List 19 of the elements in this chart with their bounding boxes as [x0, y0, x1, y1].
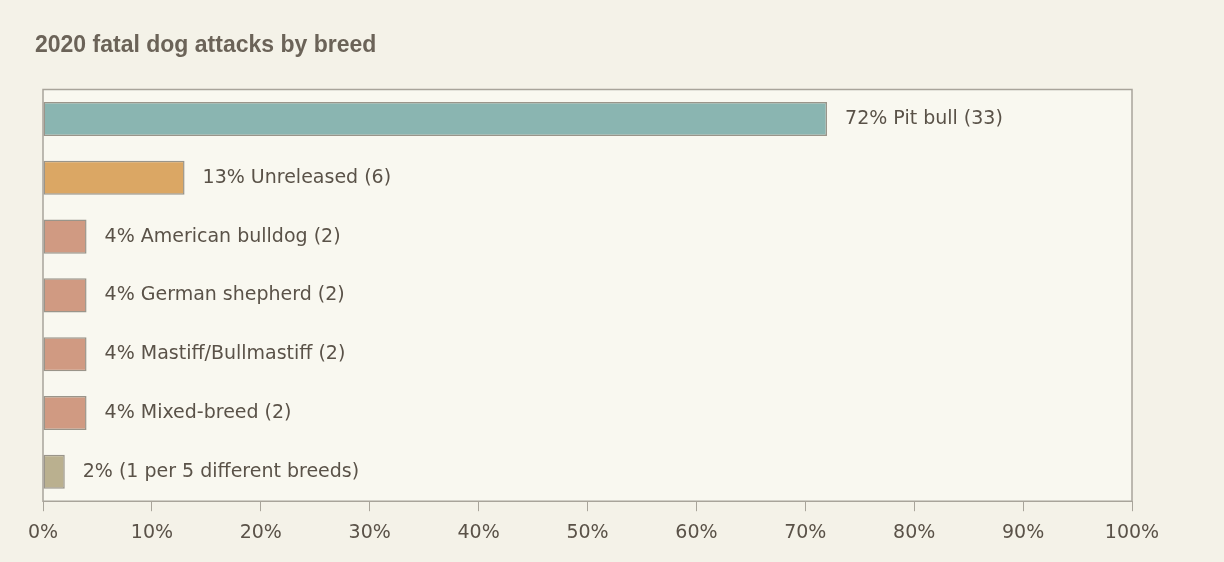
x-tick-label: 80%: [893, 519, 936, 542]
data-label: 13% Unreleased (6): [202, 164, 392, 187]
data-label: 4% Mixed-breed (2): [104, 399, 292, 422]
x-tick-label: 100%: [1104, 519, 1160, 542]
x-tick-label: 70%: [784, 519, 827, 542]
x-tick-label: 50%: [566, 519, 609, 542]
data-label: 4% German shepherd (2): [104, 282, 345, 305]
x-tick-label: 10%: [130, 519, 174, 542]
x-tick-label: 0%: [27, 519, 59, 542]
x-tick-label: 40%: [457, 519, 500, 542]
x-tick-label: 20%: [239, 519, 282, 542]
data-label: 2% (1 per 5 different breeds): [82, 458, 360, 481]
x-tick-label: 90%: [1001, 519, 1045, 542]
data-label: 72% Pit bull (33): [845, 105, 1003, 128]
x-tick-label: 30%: [348, 519, 391, 542]
chart-title: 2020 fatal dog attacks by breed: [35, 31, 377, 58]
x-tick-label: 60%: [675, 519, 718, 542]
data-label: 4% American bulldog (2): [104, 223, 341, 246]
data-label: 4% Mastiff/Bullmastiff (2): [104, 341, 346, 364]
